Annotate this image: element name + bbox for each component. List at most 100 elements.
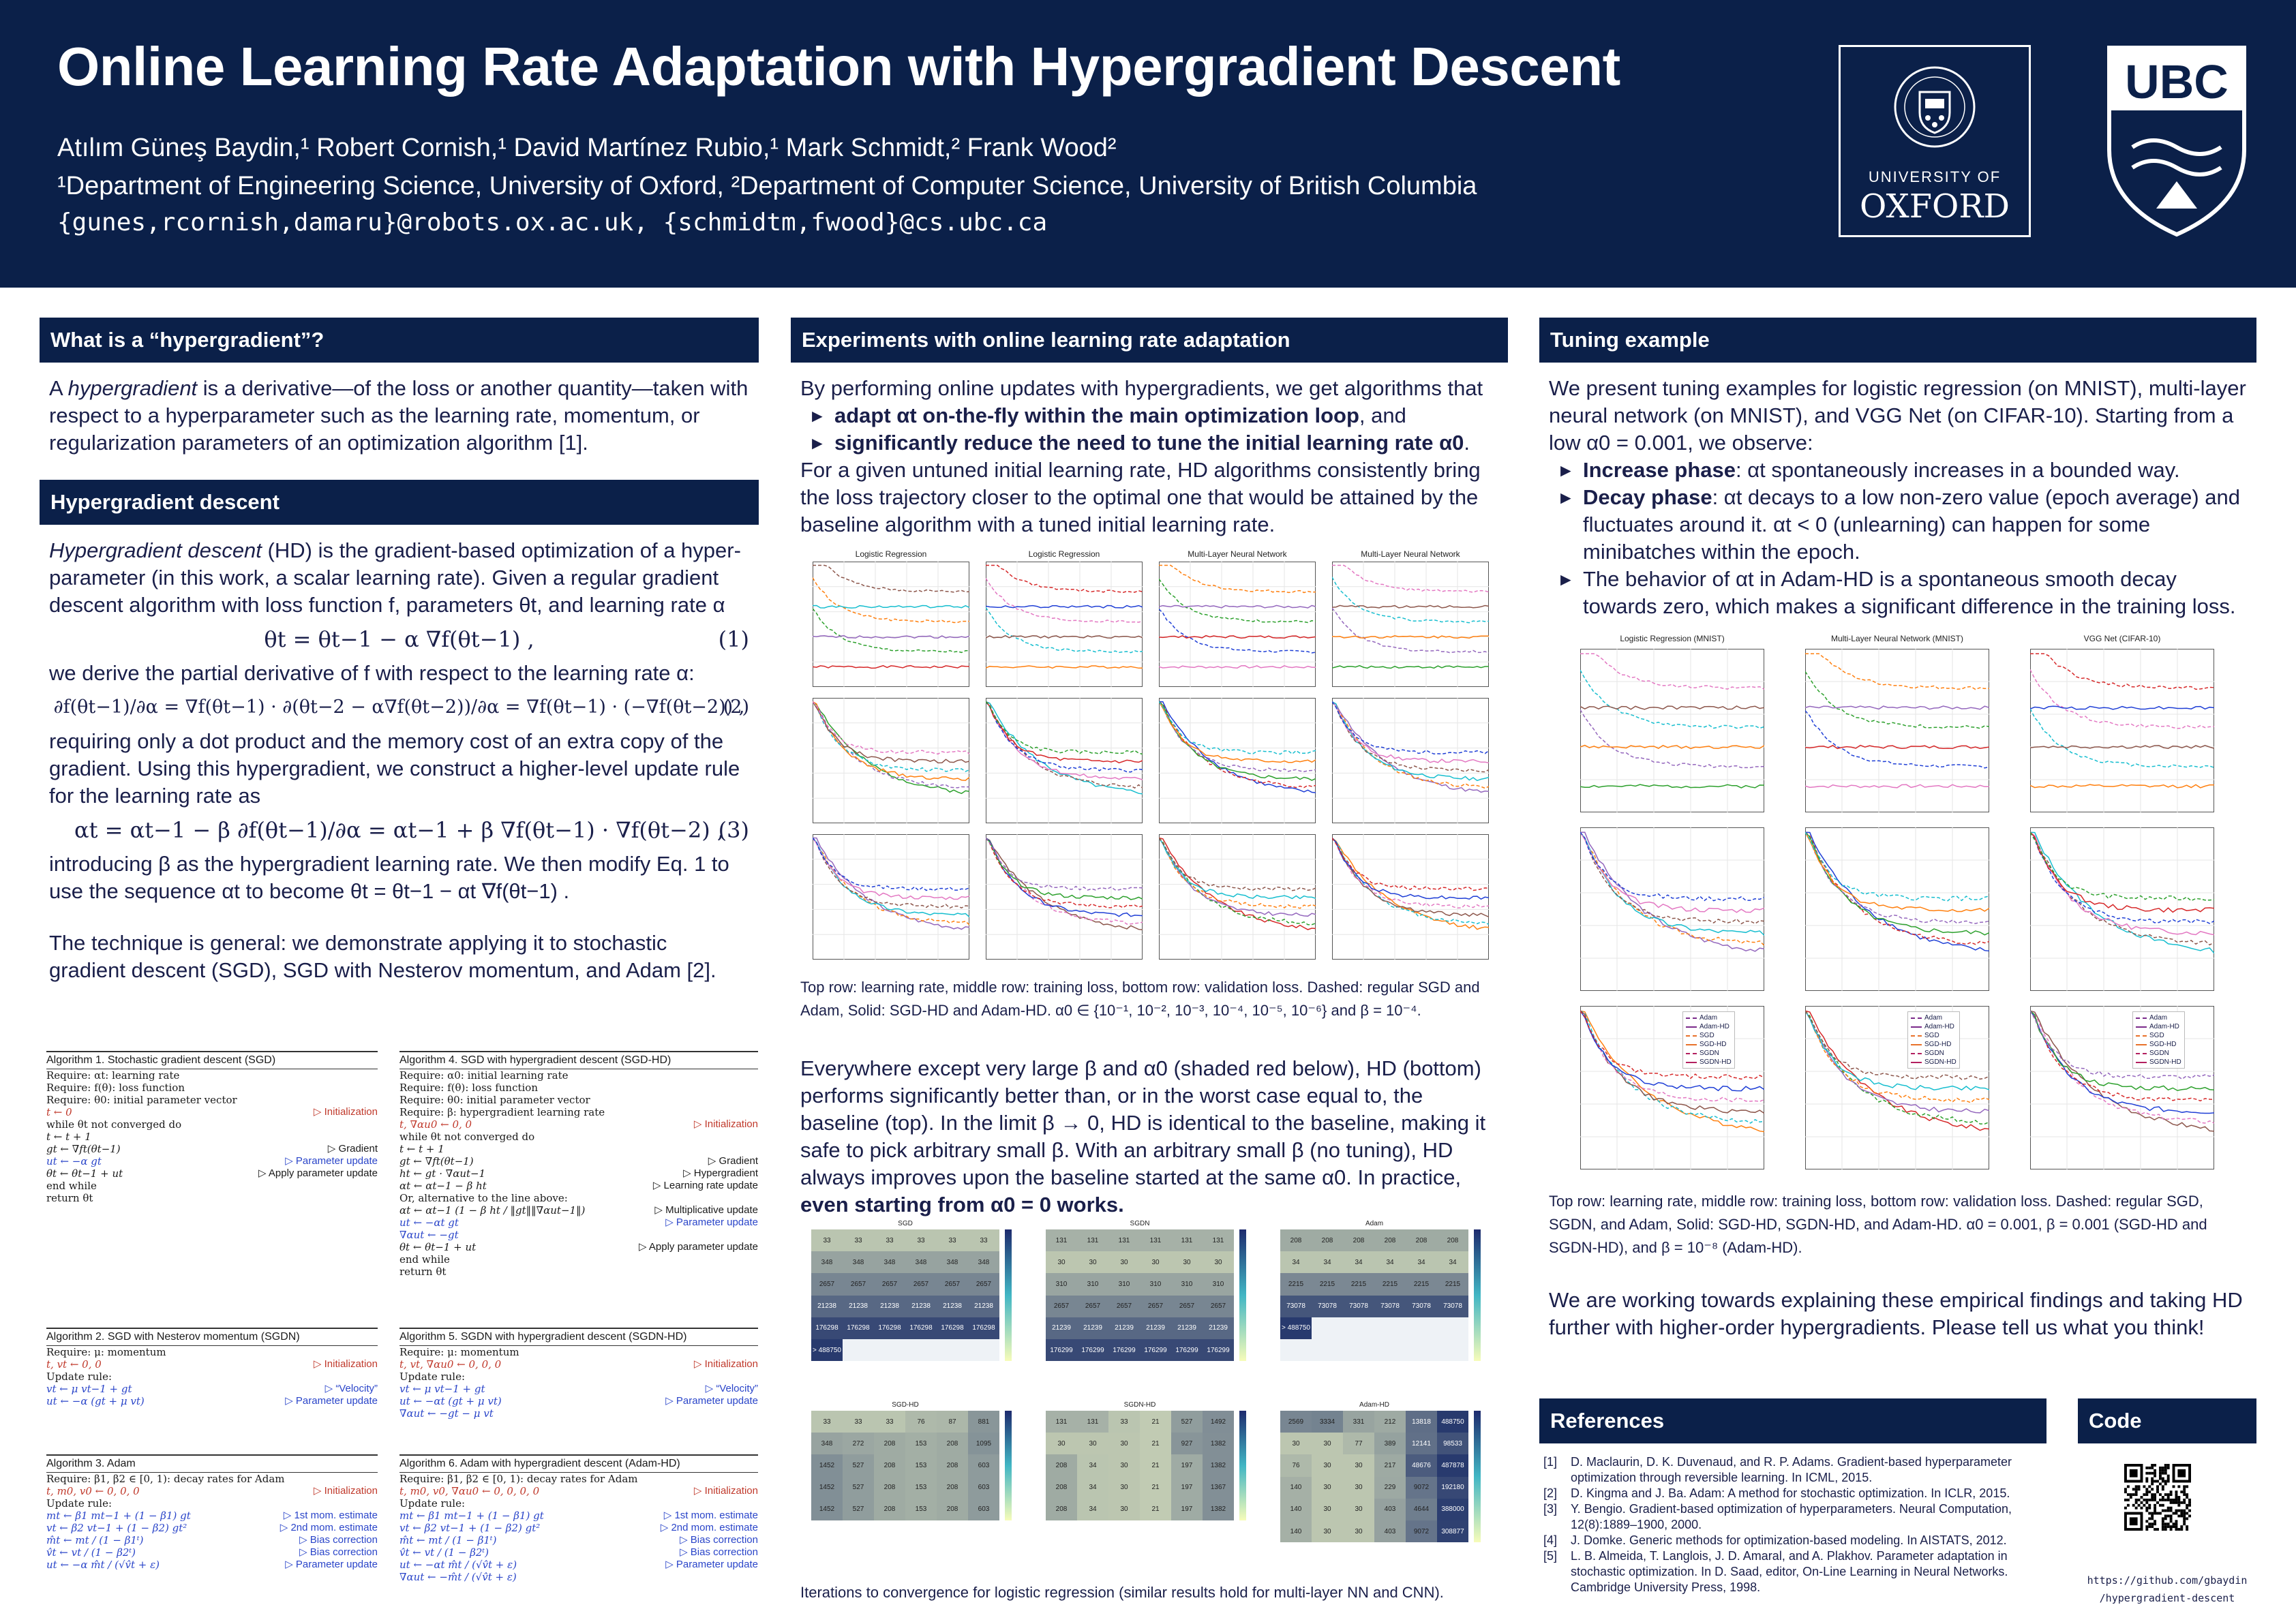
algorithm-statement: Require: β1, β2 ∈ [0, 1): decay rates fo…: [46, 1473, 285, 1485]
algorithm-line: vt ← μ vt−1 + gt ▷ “Velocity”: [399, 1383, 758, 1395]
algorithm-statement: αt ← αt−1 − β ht: [399, 1180, 487, 1192]
heatmap-cell: 2657: [874, 1273, 905, 1296]
heatmap-cell: 87: [937, 1411, 968, 1433]
heatmap-cell: 208: [937, 1454, 968, 1477]
legend-entry: SGD: [1686, 1031, 1732, 1040]
heatmap-cell: 2215: [1374, 1273, 1406, 1296]
legend-swatch: [1686, 1052, 1697, 1054]
bullet-decay: ► Decay phase: αt decays to a low non-zer…: [1557, 485, 2240, 564]
plot-series-line: [1580, 831, 1764, 952]
heatmap-cell: 33: [811, 1229, 843, 1252]
author-emails: {gunes,rcornish,damaru}@robots.ox.ac.uk,…: [57, 209, 1048, 236]
poster-title: Online Learning Rate Adaptation with Hyp…: [57, 36, 1620, 97]
plot-series-line: [813, 701, 969, 795]
legend-entry: Adam-HD: [2136, 1022, 2181, 1031]
heatmap-cell: 30: [1312, 1498, 1343, 1520]
experiment-plot: [986, 834, 1143, 960]
heatmap-cell: 527: [843, 1498, 874, 1520]
plot-series-line: [1805, 705, 1989, 710]
plot-series-line: [1580, 705, 1764, 710]
legend-label: SGD: [2149, 1032, 2164, 1039]
heatmap-cell: 33: [874, 1411, 905, 1433]
heatmap-cell: 21238: [905, 1295, 937, 1317]
algorithm-comment: ▷ Initialization: [313, 1106, 378, 1118]
heatmap-cell: 1492: [1203, 1411, 1234, 1433]
tuning-bullets: ► Increase phase: αt spontaneously increa…: [1539, 457, 2256, 620]
experiments-caption: Top row: learning rate, middle row: trai…: [800, 979, 1480, 1019]
heatmap-cell: 33: [937, 1229, 968, 1252]
plot-series-line: [1159, 564, 1316, 594]
heatmap-cell: 21239: [1108, 1317, 1140, 1339]
algorithm-statement: t, m0, v0 ← 0, 0, 0: [46, 1485, 140, 1497]
heatmap-cell: 197: [1171, 1498, 1203, 1520]
heatmap-cell: 2215: [1437, 1273, 1468, 1296]
plot-series-line: [2030, 1010, 2214, 1091]
heatmap-cell: 21239: [1171, 1317, 1203, 1339]
algorithm-title: Algorithm 6. Adam with hypergradient des…: [399, 1454, 758, 1473]
heatmap-cell: 131: [1077, 1411, 1108, 1433]
algorithm-comment: ▷ Parameter update: [285, 1155, 378, 1167]
heatmap-cell: 2657: [1140, 1295, 1171, 1317]
plot-series-line: [1159, 634, 1316, 639]
plot-series-line: [2030, 831, 2214, 954]
heatmap-cell: 217: [1374, 1454, 1406, 1477]
heatmap-cell: 176298: [843, 1317, 874, 1339]
heatmap-cell: 33: [874, 1229, 905, 1252]
plot-series-line: [986, 838, 1143, 908]
heatmap-cell: 73078: [1312, 1295, 1343, 1317]
heatmap-cell: 2215: [1406, 1273, 1437, 1296]
plot-series-line: [1332, 701, 1489, 773]
plot-series-line: [1580, 1010, 1764, 1092]
algorithm-line: αt ← αt−1 (1 − β ht / ‖gt‖‖∇αut−1‖) ▷ Mul…: [399, 1204, 758, 1216]
legend-label: SGD-HD: [1700, 1041, 1727, 1048]
equation-3: αt = αt−1 − β ∂f(θt−1)/∂α = αt−1 + β ∇f(…: [74, 817, 749, 843]
qr-code-icon[interactable]: [2124, 1464, 2191, 1531]
algorithm-title: Algorithm 3. Adam: [46, 1454, 378, 1473]
plot-series-line: [1159, 664, 1316, 669]
reference-item: [5] L. B. Almeida, T. Langlois, J. D. Ama…: [1543, 1548, 2048, 1595]
heatmap-cell: 13818: [1406, 1411, 1437, 1433]
algorithm-statement: Require: θ0: initial parameter vector: [46, 1094, 237, 1106]
heatmap-cell: 21238: [843, 1295, 874, 1317]
heatmap-cell: 310: [1171, 1273, 1203, 1296]
section-header-references: References: [1539, 1398, 2046, 1443]
legend-swatch: [2136, 1061, 2147, 1063]
heatmap-cell: [937, 1339, 968, 1362]
code-url[interactable]: https://github.com/gbaydin/hypergradient…: [2087, 1574, 2248, 1604]
heatmap-colorbar: [1239, 1229, 1246, 1362]
heatmap-cell: > 488750: [811, 1339, 843, 1362]
algorithm-statement: gt ← ∇ft(θt−1): [46, 1143, 121, 1155]
algorithm-line: θt ← θt−1 + ut ▷ Apply parameter update: [399, 1241, 758, 1253]
plot-series-line: [1580, 653, 1764, 690]
plot-series-line: [813, 701, 969, 772]
plot-series-line: [1580, 669, 1764, 729]
plot-series-line: [1159, 837, 1316, 925]
plot-series-line: [1580, 831, 1764, 925]
column-middle: Experiments with online learning rate ad…: [791, 318, 1508, 538]
algorithm-line: ut ← −αt (gt + μ vt) ▷ Parameter update: [399, 1395, 758, 1407]
algorithm-comment: ▷ “Velocity”: [324, 1383, 378, 1394]
legend-entry: SGD: [1911, 1031, 1957, 1040]
heatmap-cell: 33: [811, 1411, 843, 1433]
heatmap-cell: [1374, 1339, 1406, 1362]
plot-series-line: [813, 838, 969, 891]
algorithm-statement: return θt: [46, 1192, 93, 1204]
plot-series-line: [1159, 701, 1316, 793]
oxford-logo-line1: UNIVERSITY OF: [1868, 168, 2002, 185]
plot-series-line: [986, 837, 1143, 900]
heatmap: 208 208 208 208 208 208 34 34 34 34 34 34 2215 2215 22…: [1280, 1229, 1468, 1362]
algorithm-comment: ▷ Gradient: [708, 1155, 758, 1167]
bullet-increase: ► Increase phase: αt spontaneously increa…: [1557, 458, 2180, 482]
algorithm-line: Require: α0: initial learning rate: [399, 1069, 758, 1082]
plot-series-line: [2030, 745, 2214, 749]
reference-text: L. B. Almeida, T. Langlois, J. D. Amaral…: [1571, 1549, 2008, 1594]
plot-series-line: [1332, 701, 1489, 755]
legend-entry: SGDN-HD: [2136, 1058, 2181, 1067]
equation-2: ∂f(θt−1)/∂α = ∇f(θt−1) · ∂(θt−2 − α∇f(θt…: [53, 697, 749, 718]
heatmap-cell: 176299: [1046, 1339, 1077, 1362]
heatmap-title: SGDN-HD: [1123, 1401, 1156, 1409]
algorithm-line: Require: f(θ): loss function: [399, 1082, 758, 1094]
hd-intro: Hypergradient descent (HD) is the gradie…: [49, 538, 741, 617]
plot-title: VGG Net (CIFAR-10): [2083, 634, 2161, 643]
heatmap-cell: 34: [1312, 1251, 1343, 1274]
